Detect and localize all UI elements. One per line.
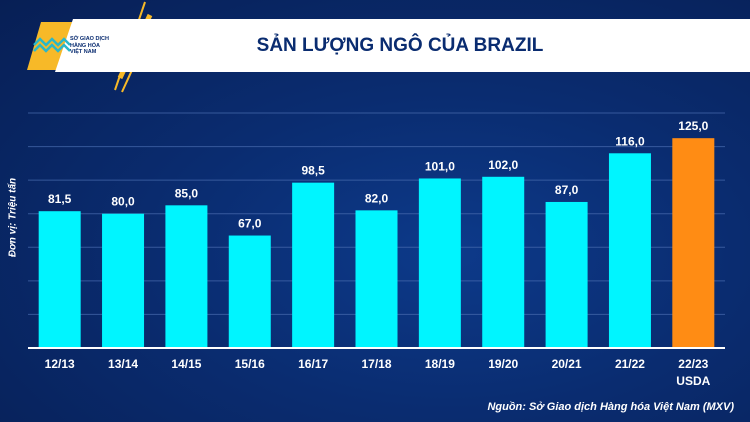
data-label: 67,0	[238, 217, 262, 231]
data-label: 87,0	[555, 183, 579, 197]
logo-line: SỞ GIAO DỊCH	[70, 36, 109, 42]
data-label: 125,0	[678, 119, 708, 133]
data-label: 116,0	[615, 134, 645, 148]
bar	[672, 138, 715, 348]
x-tick-label: 22/23	[678, 357, 708, 371]
data-label: 82,0	[365, 191, 389, 205]
y-axis-label: Đơn vị: Triệu tấn	[7, 177, 19, 258]
bar	[102, 213, 145, 348]
x-tick-label: 20/21	[552, 357, 582, 371]
chart-title: SẢN LƯỢNG NGÔ CỦA BRAZIL	[256, 35, 544, 56]
bar	[418, 178, 461, 348]
x-tick-sublabel: USDA	[676, 374, 710, 388]
bar	[545, 201, 588, 348]
bar	[228, 235, 271, 348]
data-label: 98,5	[301, 164, 325, 178]
data-label: 102,0	[488, 158, 518, 172]
bar	[165, 205, 208, 348]
logo-text: SỞ GIAO DỊCH HÀNG HÓA VIỆT NAM	[70, 36, 120, 56]
data-label: 85,0	[175, 186, 199, 200]
x-tick-label: 21/22	[615, 357, 645, 371]
x-tick-label: 13/14	[108, 357, 138, 371]
data-label: 81,5	[48, 192, 72, 206]
x-tick-label: 19/20	[488, 357, 518, 371]
bar	[38, 211, 81, 348]
x-tick-label: 18/19	[425, 357, 455, 371]
logo-line: VIỆT NAM	[70, 49, 97, 55]
bar	[482, 176, 525, 348]
source-note: Nguồn: Sở Giao dịch Hàng hóa Việt Nam (M…	[487, 401, 734, 413]
bar	[608, 153, 651, 348]
bar	[292, 182, 335, 348]
logo-line: HÀNG HÓA	[70, 42, 100, 49]
data-label: 101,0	[425, 159, 455, 173]
x-tick-label: 17/18	[361, 357, 391, 371]
x-tick-label: 16/17	[298, 357, 328, 371]
x-tick-label: 15/16	[235, 357, 265, 371]
data-label: 80,0	[111, 195, 135, 209]
bar	[355, 210, 398, 348]
x-tick-label: 14/15	[171, 357, 201, 371]
x-tick-label: 12/13	[45, 357, 75, 371]
title-banner	[55, 19, 750, 72]
